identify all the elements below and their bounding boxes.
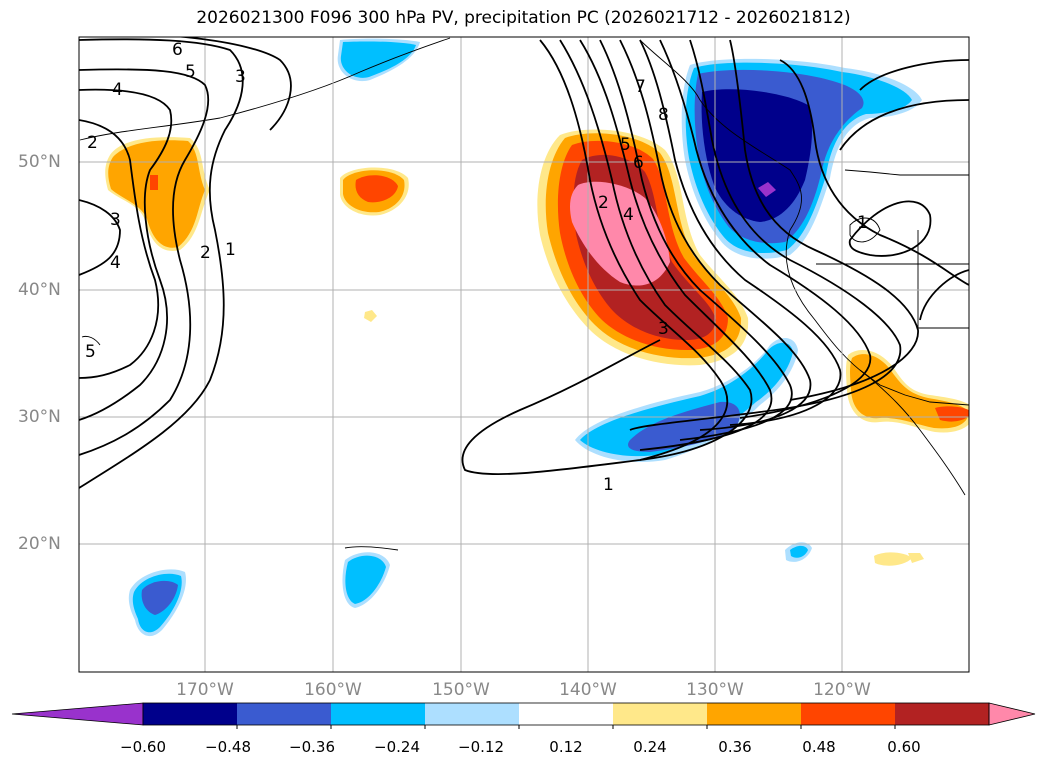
contour-label: 5	[185, 62, 196, 82]
gridlines	[79, 37, 969, 672]
precip-blob-northeast	[681, 58, 922, 259]
contour-label: 7	[635, 77, 646, 97]
colorbar-tick-label: 0.24	[633, 738, 667, 756]
contour-label: 1	[225, 240, 236, 260]
pv-contour-labels: 6 5 3 4 2 3 2 1 4 5 7 8 5 6 2 4 3 1 1	[85, 40, 868, 495]
contour-label: 5	[85, 342, 96, 362]
precip-blob-mid	[340, 167, 409, 322]
colorbar-extend-low	[11, 702, 144, 726]
colorbar-segment	[237, 703, 332, 725]
colorbar-border	[142, 702, 990, 726]
colorbar-tick-label: −0.48	[205, 738, 251, 756]
colorbar-segment	[425, 703, 520, 725]
map-title: 2026021300 F096 300 hPa PV, precipitatio…	[196, 8, 851, 28]
colorbar-segment	[895, 703, 990, 725]
colorbar-tick-label: 0.60	[887, 738, 921, 756]
lon-label: 120°W	[813, 680, 871, 700]
map-border	[78, 36, 970, 673]
lon-label: 170°W	[176, 680, 234, 700]
contour-label: 8	[658, 105, 669, 125]
contour-label: 4	[112, 80, 123, 100]
colorbar-tick-label: 0.36	[718, 738, 752, 756]
contour-label: 2	[87, 133, 98, 153]
contour-label: 6	[633, 153, 644, 173]
lon-label: 140°W	[559, 680, 617, 700]
colorbar-segment	[519, 703, 614, 725]
lon-label: 160°W	[304, 680, 362, 700]
colorbar-segment	[801, 703, 896, 725]
lat-label: 40°N	[18, 280, 61, 300]
contour-label: 1	[603, 475, 614, 495]
colorbar-tick-label: 0.12	[549, 738, 583, 756]
precip-blob-south-streak	[575, 338, 798, 462]
colorbar-tick-label: 0.48	[802, 738, 836, 756]
contour-label: 4	[110, 253, 121, 273]
lon-label: 150°W	[432, 680, 490, 700]
pv-contours	[79, 37, 969, 489]
contour-label: 3	[235, 67, 246, 87]
colorbar-segment	[613, 703, 708, 725]
lat-label: 50°N	[18, 152, 61, 172]
colorbar-tick-label: −0.36	[289, 738, 335, 756]
precip-blob-small-negatives	[128, 38, 812, 637]
lat-label: 20°N	[18, 534, 61, 554]
contour-label: 2	[200, 243, 211, 263]
colorbar-segment	[331, 703, 426, 725]
colorbar-tick-label: −0.60	[120, 738, 166, 756]
contour-label: 6	[172, 40, 183, 60]
contour-label: 3	[658, 319, 669, 339]
lon-label: 130°W	[686, 680, 744, 700]
contour-label: 3	[110, 210, 121, 230]
contour-label: 4	[623, 205, 634, 225]
colorbar-tick-label: −0.24	[374, 738, 420, 756]
colorbar-segment	[707, 703, 802, 725]
contour-label: 2	[598, 193, 609, 213]
colorbar-segment	[143, 703, 238, 725]
lat-label: 30°N	[18, 407, 61, 427]
contour-label: 1	[857, 213, 868, 233]
colorbar	[11, 702, 1036, 729]
colorbar-extend-high	[988, 702, 1036, 726]
colorbar-tick-label: −0.12	[458, 738, 504, 756]
contour-label: 5	[620, 135, 631, 155]
